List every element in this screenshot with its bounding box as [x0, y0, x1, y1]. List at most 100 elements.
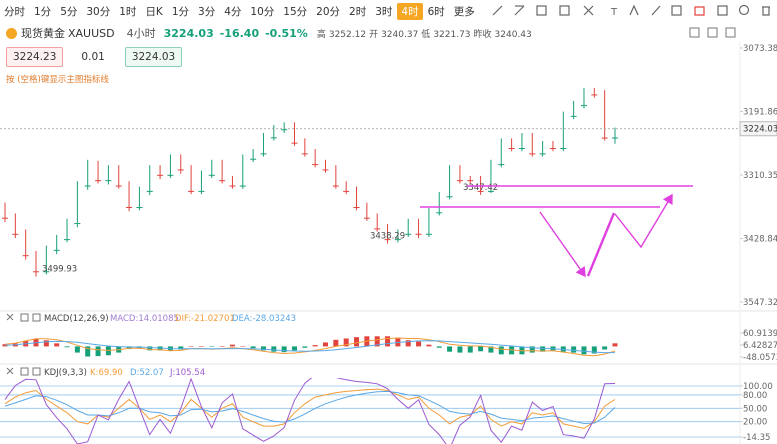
period-button[interactable]: 10分 [250, 5, 275, 18]
macd-bar [436, 346, 442, 348]
candle-body [353, 206, 360, 208]
period-button[interactable]: 4时 [397, 2, 423, 20]
y-tick-label: 50.00 [743, 404, 767, 414]
candle-body [126, 206, 133, 208]
y-tick-label: 100.00 [743, 382, 773, 392]
y-tick-label: -48.05738 [743, 353, 777, 363]
period-toolbar: 分时 1分 5分 30分 1时 日K 1分 3分 4分 10分 15分 20分 2时 3时 4时 6时 更多 [0, 0, 480, 22]
macd-bar [447, 346, 453, 352]
panel-icons[interactable] [6, 27, 736, 376]
macd-bar [64, 346, 70, 348]
macd-bar [209, 346, 215, 347]
period-button[interactable]: 4分 [224, 5, 242, 18]
period: 4小时 [126, 27, 156, 40]
candle-body [374, 228, 381, 230]
period-button[interactable]: 更多 [453, 5, 475, 18]
y-tick-label: 6.42827 [743, 341, 777, 351]
legend-entry: D:52.07 [130, 368, 164, 378]
macd-bar [343, 338, 349, 347]
macd-bar [529, 346, 535, 353]
drawings [420, 185, 693, 278]
svg-text:T: T [610, 7, 618, 18]
candle-body [229, 185, 236, 187]
stat-label: 低 [421, 29, 431, 40]
candle-body [198, 190, 205, 192]
bid-button[interactable]: 3224.23 [6, 47, 64, 67]
candle-body [250, 158, 257, 160]
candle-body [136, 206, 143, 208]
macd-bar [312, 345, 318, 347]
period-button[interactable]: 20分 [316, 5, 341, 18]
candle-body [146, 190, 153, 192]
period-button[interactable]: 15分 [283, 5, 308, 18]
macd-bar [302, 346, 308, 348]
candle-body [591, 94, 598, 96]
candle-body [425, 233, 432, 235]
period-button[interactable]: 日K [145, 5, 163, 18]
candle-body [270, 137, 277, 139]
macd-bar [354, 337, 360, 347]
candle-body [560, 148, 567, 150]
macd-bar [147, 346, 153, 351]
stat-value: 3240.43 [494, 29, 532, 40]
candle-body [384, 239, 391, 241]
macd-bar [260, 346, 266, 351]
indicator-line [4, 388, 616, 429]
indicator-line [4, 340, 615, 354]
period-button[interactable]: 3时 [375, 5, 393, 18]
toolbar-icons[interactable]: T [492, 4, 770, 19]
legend-entry: J:105.54 [169, 368, 205, 378]
period-button[interactable]: 30分 [86, 5, 111, 18]
candle-body [239, 185, 246, 187]
candle-body [508, 148, 515, 150]
period-button[interactable]: 6时 [427, 5, 445, 18]
macd-bar [405, 340, 411, 347]
macd-bar [488, 346, 494, 353]
candle-body [64, 239, 71, 241]
candle-body [487, 190, 494, 192]
period-button[interactable]: 1分 [34, 5, 52, 18]
macd-bar [74, 346, 80, 353]
price-annotation: 3438.29 [370, 232, 405, 242]
period-button[interactable]: 2时 [349, 5, 367, 18]
macd-bar [281, 346, 287, 353]
candle-body [436, 212, 443, 214]
stats: 高 3252.12 开 3240.37 低 3221.73 昨收 3240.43 [314, 27, 532, 40]
period-button[interactable]: 1时 [119, 5, 137, 18]
candle-body [601, 137, 608, 139]
period-button[interactable]: 5分 [60, 5, 78, 18]
legend-entry: DIF:-21.02701 [175, 314, 235, 324]
macd-bar [188, 345, 194, 347]
macd-bar [323, 342, 329, 347]
candle-body [95, 180, 102, 182]
ask-button[interactable]: 3224.03 [124, 47, 183, 67]
candle-body [580, 105, 587, 107]
candle-body [167, 174, 174, 176]
macd-bar [271, 346, 277, 352]
candle-body [43, 271, 50, 273]
candle-body [415, 233, 422, 235]
candle-body [405, 233, 412, 235]
price-tag [739, 121, 777, 137]
y-tick-label: 80.00 [743, 391, 767, 401]
symbol-icon [6, 27, 17, 39]
macd-bar [416, 341, 422, 347]
period-button[interactable]: 分时 [4, 5, 25, 18]
period-button[interactable]: 1分 [171, 5, 190, 18]
candle-body [498, 164, 505, 166]
lot-input[interactable]: 0.01 [81, 51, 105, 63]
y-tick-label: 3310.35 [743, 171, 777, 181]
macd-bar [581, 346, 587, 355]
macd-bar [467, 346, 473, 353]
candle-body [322, 169, 329, 171]
candle-body [53, 249, 60, 251]
macd-bar [374, 336, 380, 347]
period-button[interactable]: 3分 [198, 5, 216, 18]
panel-title: MACD(12,26,9) [44, 314, 109, 324]
stat-value: 3240.37 [381, 29, 419, 40]
candle-body [446, 196, 453, 198]
candle-body [343, 190, 350, 192]
candle-body [105, 180, 112, 182]
